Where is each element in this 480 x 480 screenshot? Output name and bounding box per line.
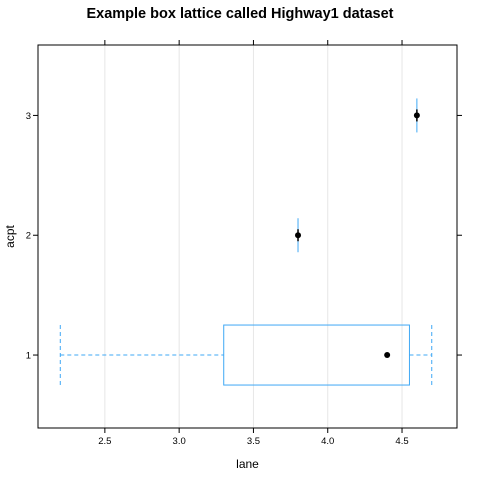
plot-panel (37, 44, 458, 429)
x-axis-label: lane (236, 457, 259, 471)
x-tick-label: 4.5 (395, 436, 408, 447)
median-dot (413, 112, 420, 119)
x-tick-label: 4.0 (321, 436, 334, 447)
x-tick-label: 2.5 (98, 436, 111, 447)
y-tick-label: 2 (26, 231, 31, 242)
median-dot (295, 232, 302, 239)
x-tick-label: 3.0 (173, 436, 186, 447)
chart-title: Example box lattice called Highway1 data… (86, 6, 393, 22)
y-axis-label: acpt (3, 224, 17, 247)
median-dot (384, 352, 391, 359)
grid-lines (104, 45, 403, 428)
box-body (223, 324, 410, 386)
axes: 2.5 3.0 3.5 4.0 4.5 1 2 3 (26, 40, 462, 447)
y-tick-label: 3 (26, 111, 31, 122)
box-plots (59, 98, 433, 386)
y-tick-label: 1 (26, 351, 31, 362)
x-tick-label: 3.5 (247, 436, 260, 447)
